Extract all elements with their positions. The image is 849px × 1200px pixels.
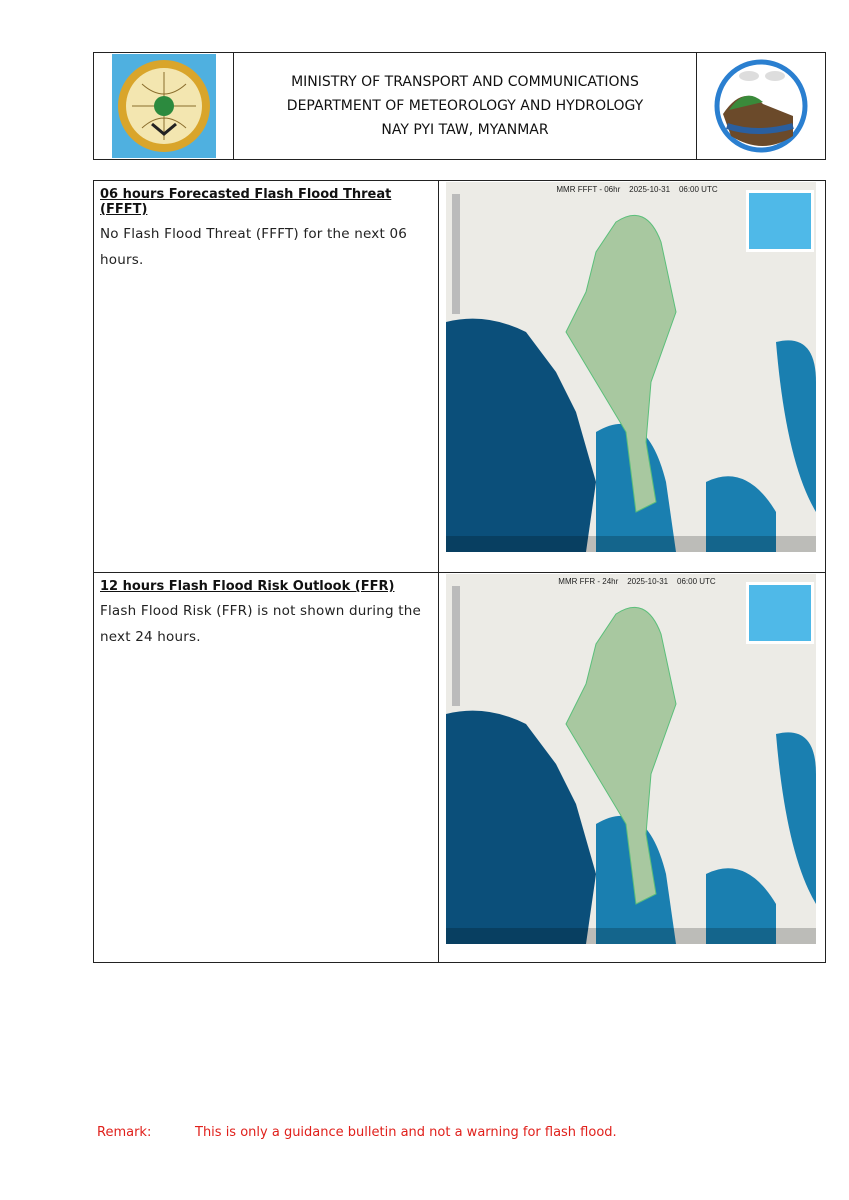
section-body: Flash Flood Risk (FFR) is not shown duri…: [100, 603, 421, 645]
map-product: MMR FFFT - 06hr: [556, 185, 621, 194]
remark-text: This is only a guidance bulletin and not…: [195, 1125, 617, 1140]
location: NAY PYI TAW, MYANMAR: [381, 122, 549, 138]
map-date: 2025-10-31: [629, 185, 671, 194]
ffft-map: MMR FFFT - 06hr 2025-10-31 06:00 UTC: [439, 181, 825, 572]
map-image: [446, 182, 816, 552]
map-time: 06:00 UTC: [677, 577, 716, 586]
ministry-logo: [94, 53, 234, 159]
remark: Remark: This is only a guidance bulletin…: [97, 1125, 617, 1140]
map-image: [446, 574, 816, 944]
ffft-row: 06 hours Forecasted Flash Flood Threat (…: [94, 181, 825, 573]
letterhead: MINISTRY OF TRANSPORT AND COMMUNICATIONS…: [93, 52, 826, 160]
remark-label: Remark:: [97, 1125, 152, 1140]
ffr-map: MMR FFR - 24hr 2025-10-31 06:00 UTC: [439, 573, 825, 962]
map-time: 06:00 UTC: [678, 185, 718, 194]
section-body: No Flash Flood Threat (FFFT) for the nex…: [100, 226, 408, 268]
ministry-name: MINISTRY OF TRANSPORT AND COMMUNICATIONS: [291, 74, 639, 90]
hydrology-logo: [697, 53, 825, 159]
section-title: 06 hours Forecasted Flash Flood Threat (…: [100, 187, 392, 217]
section-title: 12 hours Flash Flood Risk Outlook (FFR): [100, 579, 395, 594]
map-date: 2025-10-31: [627, 577, 669, 586]
map-product: MMR FFR - 24hr: [558, 577, 619, 586]
ffr-row: 12 hours Flash Flood Risk Outlook (FFR) F…: [94, 573, 825, 962]
forecast-table: 06 hours Forecasted Flash Flood Threat (…: [93, 180, 826, 963]
department-name: DEPARTMENT OF METEOROLOGY AND HYDROLOGY: [286, 98, 644, 114]
